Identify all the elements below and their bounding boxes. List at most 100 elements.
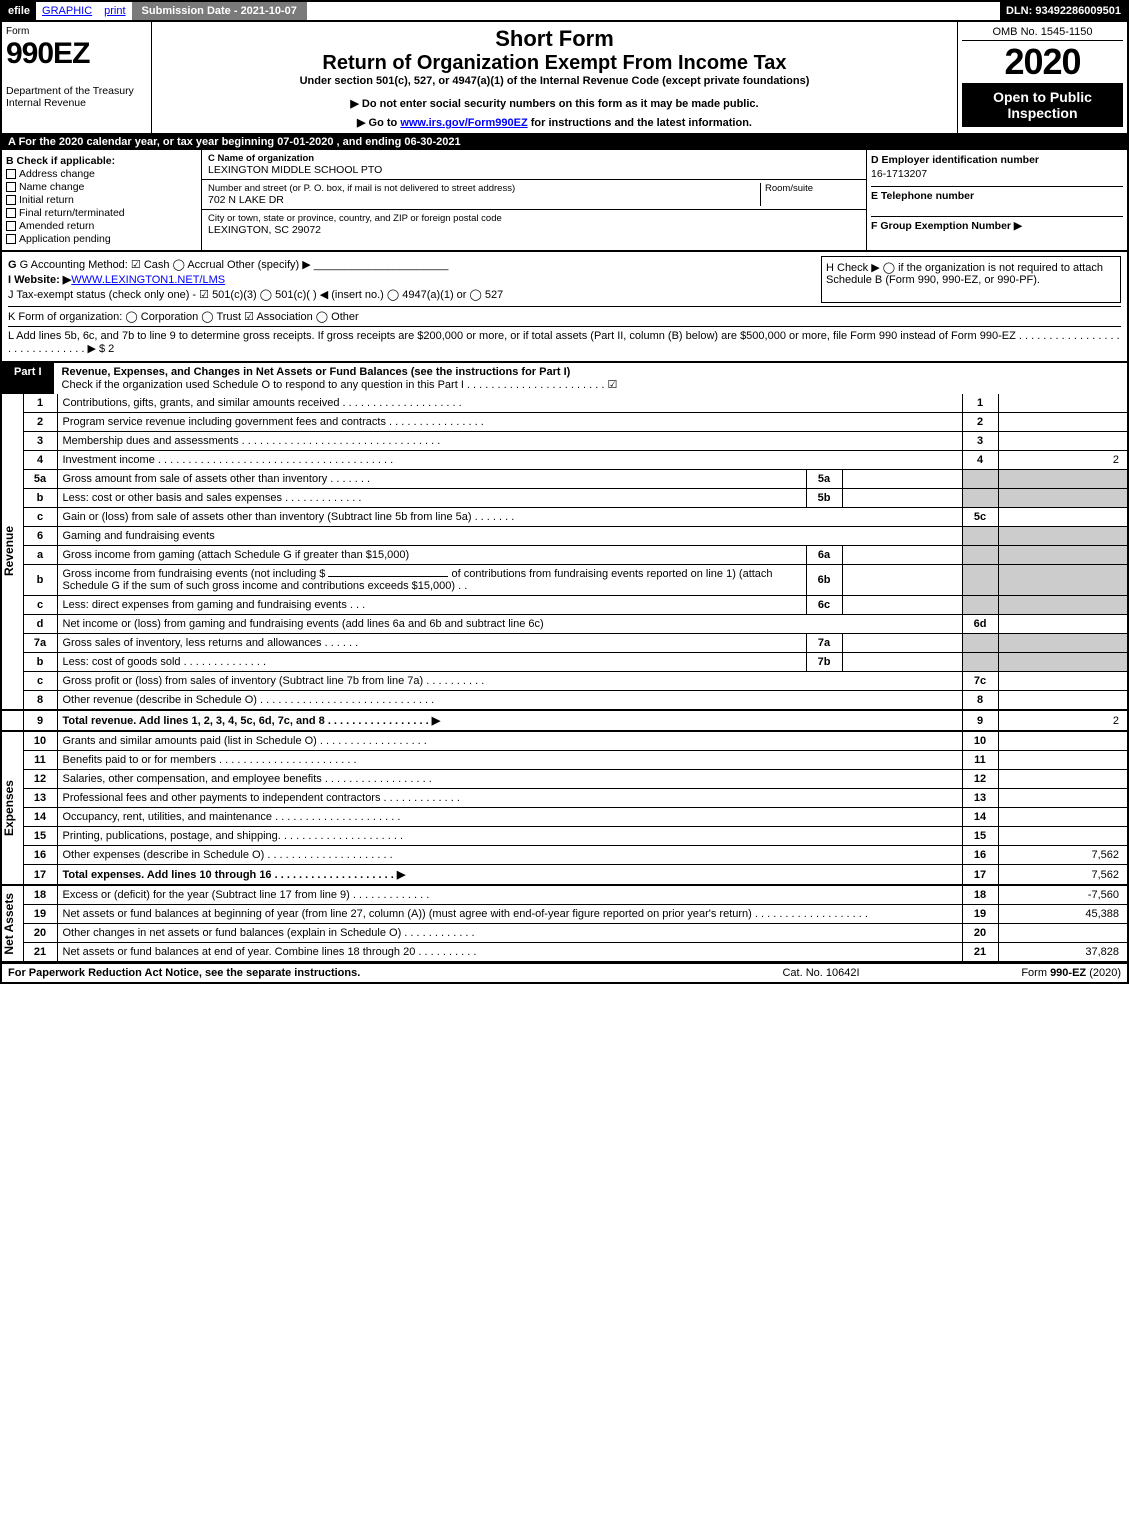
page-footer: For Paperwork Reduction Act Notice, see … [0, 963, 1129, 984]
row-5c-rno: 5c [962, 508, 998, 527]
cb-final[interactable]: Final return/terminated [6, 207, 197, 219]
row-10-rno: 10 [962, 731, 998, 751]
form-header: Form 990EZ Department of the Treasury In… [0, 22, 1129, 134]
line-i: I Website: ▶WWW.LEXINGTON1.NET/LMS [8, 273, 813, 286]
print-link[interactable]: print [98, 2, 131, 20]
row-7a: Gross sales of inventory, less returns a… [57, 634, 806, 653]
row-11-no: 11 [23, 751, 57, 770]
row-9-val: 2 [998, 710, 1128, 731]
row-6c: Less: direct expenses from gaming and fu… [57, 596, 806, 615]
cb-initial[interactable]: Initial return [6, 194, 197, 206]
org-name: LEXINGTON MIDDLE SCHOOL PTO [208, 164, 860, 176]
row-15-val [998, 827, 1128, 846]
part1-check: Check if the organization used Schedule … [62, 378, 1119, 391]
row-7b-sub: 7b [806, 653, 842, 672]
row-11-rno: 11 [962, 751, 998, 770]
row-12-val [998, 770, 1128, 789]
row-16-val: 7,562 [998, 846, 1128, 865]
row-15-no: 15 [23, 827, 57, 846]
row-5c: Gain or (loss) from sale of assets other… [57, 508, 962, 527]
part1-header: Part I Revenue, Expenses, and Changes in… [0, 363, 1129, 394]
row-5c-val [998, 508, 1128, 527]
row-1-rno: 1 [962, 394, 998, 413]
line-h: H Check ▶ ◯ if the organization is not r… [821, 256, 1121, 303]
city-label: City or town, state or province, country… [208, 213, 860, 224]
row-5a-no: 5a [23, 470, 57, 489]
section-d: D Employer identification number 16-1713… [867, 150, 1127, 250]
row-14-val [998, 808, 1128, 827]
row-3-val [998, 432, 1128, 451]
row-6: Gaming and fundraising events [57, 527, 962, 546]
row-10-no: 10 [23, 731, 57, 751]
row-20: Other changes in net assets or fund bala… [57, 924, 962, 943]
note-1: ▶ Do not enter social security numbers o… [160, 97, 949, 110]
form-label: Form [6, 26, 147, 37]
row-9-no: 9 [23, 710, 57, 731]
footer-left: For Paperwork Reduction Act Notice, see … [8, 967, 721, 979]
row-6c-sub: 6c [806, 596, 842, 615]
row-1-no: 1 [23, 394, 57, 413]
header-mid: Short Form Return of Organization Exempt… [152, 22, 957, 133]
website-link[interactable]: WWW.LEXINGTON1.NET/LMS [71, 274, 225, 286]
cb-address[interactable]: Address change [6, 168, 197, 180]
row-8: Other revenue (describe in Schedule O) .… [57, 691, 962, 711]
irs-link[interactable]: www.irs.gov/Form990EZ [400, 117, 527, 129]
line-g: G G Accounting Method: ☑ Cash ◯ Accrual … [8, 258, 813, 271]
row-6a-rno [962, 546, 998, 565]
row-15-rno: 15 [962, 827, 998, 846]
row-11: Benefits paid to or for members . . . . … [57, 751, 962, 770]
row-2-rno: 2 [962, 413, 998, 432]
f-label: F Group Exemption Number ▶ [871, 216, 1123, 232]
row-7a-rno [962, 634, 998, 653]
ein: 16-1713207 [871, 168, 1123, 180]
row-16: Other expenses (describe in Schedule O) … [57, 846, 962, 865]
form-number: 990EZ [6, 37, 147, 71]
row-7c-val [998, 672, 1128, 691]
row-21-no: 21 [23, 943, 57, 963]
row-4: Investment income . . . . . . . . . . . … [57, 451, 962, 470]
tax-year: 2020 [962, 41, 1123, 83]
row-18-val: -7,560 [998, 885, 1128, 905]
row-6-rno [962, 527, 998, 546]
row-16-rno: 16 [962, 846, 998, 865]
row-10-val [998, 731, 1128, 751]
cb-name[interactable]: Name change [6, 181, 197, 193]
row-14-no: 14 [23, 808, 57, 827]
row-21-val: 37,828 [998, 943, 1128, 963]
street-label: Number and street (or P. O. box, if mail… [208, 183, 760, 194]
row-6a: Gross income from gaming (attach Schedul… [57, 546, 806, 565]
row-19-no: 19 [23, 905, 57, 924]
row-5b-no: b [23, 489, 57, 508]
row-5c-no: c [23, 508, 57, 527]
row-6b-val [998, 565, 1128, 596]
cb-amended[interactable]: Amended return [6, 220, 197, 232]
part1-title: Revenue, Expenses, and Changes in Net As… [62, 366, 1119, 378]
row-19-val: 45,388 [998, 905, 1128, 924]
row-6c-no: c [23, 596, 57, 615]
row-6c-rno [962, 596, 998, 615]
row-14: Occupancy, rent, utilities, and maintena… [57, 808, 962, 827]
row-7b-val [998, 653, 1128, 672]
row-6a-no: a [23, 546, 57, 565]
row-2-no: 2 [23, 413, 57, 432]
row-15: Printing, publications, postage, and shi… [57, 827, 962, 846]
irs-label: Internal Revenue [6, 97, 147, 109]
row-5b: Less: cost or other basis and sales expe… [57, 489, 806, 508]
row-6d: Net income or (loss) from gaming and fun… [57, 615, 962, 634]
row-12-no: 12 [23, 770, 57, 789]
street-row: Number and street (or P. O. box, if mail… [202, 180, 866, 210]
row-8-val [998, 691, 1128, 711]
top-bar: efile GRAPHIC print Submission Date - 20… [0, 0, 1129, 22]
row-5a-val [998, 470, 1128, 489]
row-13-rno: 13 [962, 789, 998, 808]
note-2: ▶ Go to www.irs.gov/Form990EZ for instru… [160, 116, 949, 129]
graphic-link[interactable]: GRAPHIC [36, 2, 98, 20]
cb-pending[interactable]: Application pending [6, 233, 197, 245]
row-11-val [998, 751, 1128, 770]
row-7a-sub: 7a [806, 634, 842, 653]
header-left: Form 990EZ Department of the Treasury In… [2, 22, 152, 133]
row-6a-sub: 6a [806, 546, 842, 565]
row-7c-rno: 7c [962, 672, 998, 691]
row-6-val [998, 527, 1128, 546]
row-5a-subval [842, 470, 962, 489]
